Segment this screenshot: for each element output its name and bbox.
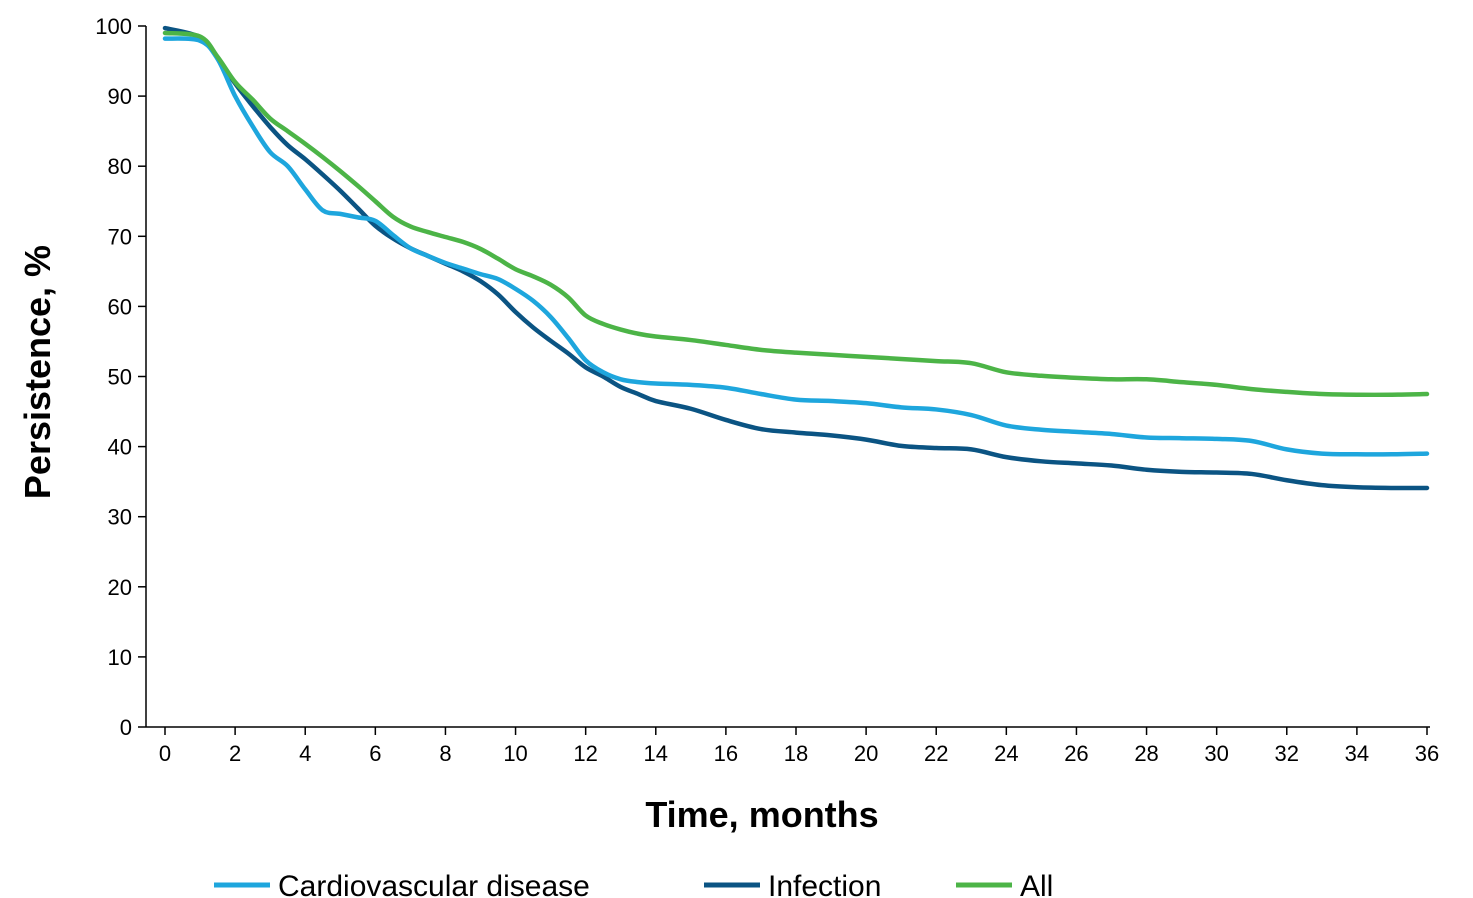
x-tick-label: 24 xyxy=(994,741,1018,766)
y-tick-label: 30 xyxy=(108,505,132,530)
x-tick-label: 20 xyxy=(854,741,878,766)
y-tick-label: 10 xyxy=(108,645,132,670)
x-tick-label: 0 xyxy=(159,741,171,766)
chart-axes xyxy=(145,26,1430,728)
y-tick-label: 0 xyxy=(120,715,132,740)
y-tick-label: 40 xyxy=(108,435,132,460)
series-line-infection xyxy=(162,25,1430,491)
x-axis-title: Time, months xyxy=(645,794,878,835)
x-tick-label: 32 xyxy=(1275,741,1299,766)
x-tick-label: 22 xyxy=(924,741,948,766)
x-tick-label: 8 xyxy=(439,741,451,766)
y-tick-label: 50 xyxy=(108,365,132,390)
x-tick-label: 2 xyxy=(229,741,241,766)
x-tick-label: 36 xyxy=(1415,741,1439,766)
y-tick-label: 20 xyxy=(108,575,132,600)
x-tick-label: 18 xyxy=(784,741,808,766)
y-tick-label: 80 xyxy=(108,154,132,179)
x-tick-label: 12 xyxy=(573,741,597,766)
x-tick-label: 4 xyxy=(299,741,311,766)
x-tick-label: 34 xyxy=(1345,741,1369,766)
y-tick-label: 60 xyxy=(108,294,132,319)
x-tick-label: 10 xyxy=(503,741,527,766)
x-tick-label: 6 xyxy=(369,741,381,766)
series-line-cardiovascular-disease xyxy=(162,36,1430,457)
legend-label-infection: Infection xyxy=(768,870,881,898)
legend-label-all: All xyxy=(1020,870,1053,898)
x-tick-label: 26 xyxy=(1064,741,1088,766)
x-tick-label: 28 xyxy=(1134,741,1158,766)
chart-legend: Cardiovascular disease Infection All xyxy=(214,870,1053,898)
y-tick-label: 90 xyxy=(108,84,132,109)
x-axis-ticks: 0 2 4 6 8 10 12 14 16 18 20 22 24 26 28 30 32 34 36 xyxy=(159,727,1439,766)
y-axis-ticks: 0 10 20 30 40 50 60 70 80 90 100 xyxy=(95,14,146,740)
x-tick-label: 30 xyxy=(1204,741,1228,766)
x-tick-label: 16 xyxy=(714,741,738,766)
series-lines xyxy=(162,25,1430,491)
legend-label-cardiovascular-disease: Cardiovascular disease xyxy=(278,870,590,898)
x-tick-label: 14 xyxy=(644,741,668,766)
y-tick-label: 100 xyxy=(95,14,132,39)
y-tick-label: 70 xyxy=(108,224,132,249)
series-line-all xyxy=(162,30,1430,398)
y-axis-title: Persistence, % xyxy=(17,245,58,499)
